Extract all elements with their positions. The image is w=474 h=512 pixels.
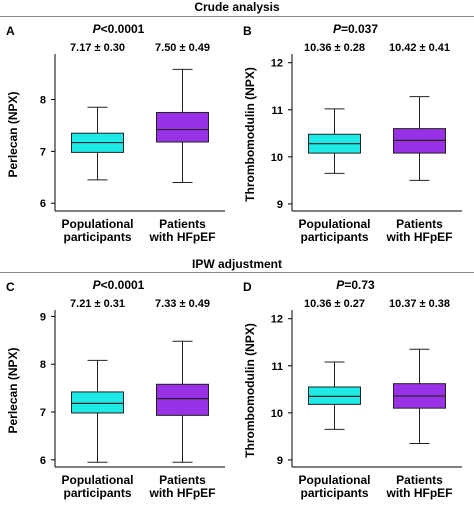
iqr-box <box>308 386 361 405</box>
iqr-box <box>71 391 124 414</box>
y-tick-label: 7 <box>40 146 46 158</box>
panel-label: A <box>6 24 15 38</box>
iqr-box <box>156 383 209 416</box>
y-tick-label: 9 <box>277 455 283 467</box>
box-populational <box>308 108 361 174</box>
panel-label: B <box>243 24 252 38</box>
iqr-box <box>156 111 209 143</box>
category-label-line: participants <box>300 230 368 244</box>
section-divider-ipw <box>0 272 474 273</box>
category-label-line: with HFpEF <box>386 230 453 244</box>
mean-sd-label: 7.50 ± 0.49 <box>155 42 210 54</box>
p-symbol: P <box>336 278 345 292</box>
p-symbol: P <box>92 278 101 292</box>
y-tick-label: 8 <box>40 359 46 371</box>
category-label: Patients with HFpEF <box>386 217 453 244</box>
y-tick-label: 8 <box>40 94 46 106</box>
panel-d: 9 10 11 12 Thrombomodulin (NPX) 10.36 ± 0.27 P… <box>237 274 474 509</box>
category-label-line: participants <box>63 230 131 244</box>
p-symbol: P <box>332 22 341 36</box>
box-populational <box>71 106 124 181</box>
category-label-line: with HFpEF <box>149 230 216 244</box>
box-hfpef <box>156 340 209 463</box>
box-hfpef <box>393 96 446 181</box>
y-tick-label: 10 <box>271 152 283 164</box>
category-label-line: with HFpEF <box>149 486 216 500</box>
mean-sd-label: 7.17 ± 0.30 <box>70 42 125 54</box>
category-label-line: Populational <box>62 473 134 487</box>
p-value-text: P=0.037 <box>237 22 474 36</box>
box-plot: 6 7 8 Perlecan (NPX) 7.17 ± 0.30 Populational… <box>6 42 225 244</box>
p-value: =0.037 <box>340 22 379 36</box>
category-label-line: Populational <box>62 217 134 231</box>
y-tick-label: 12 <box>271 314 283 326</box>
category-label-line: with HFpEF <box>386 486 453 500</box>
category-label-line: Populational <box>299 217 371 231</box>
mean-sd-label: 10.37 ± 0.38 <box>389 298 450 310</box>
y-tick-label: 9 <box>277 199 283 211</box>
y-axis-label: Thrombomodulin (NPX) <box>243 323 257 458</box>
y-tick-label: 6 <box>40 198 46 210</box>
p-value-text: P<0.0001 <box>0 278 237 292</box>
box-plot: 6 7 8 9 Perlecan (NPX) 7.21 ± 0.31 Populationa… <box>6 298 225 500</box>
box-populational <box>308 361 361 430</box>
p-value-text: P<0.0001 <box>0 22 237 36</box>
category-label: Patients with HFpEF <box>149 217 216 244</box>
category-label-line: participants <box>300 486 368 500</box>
category-label: Patients with HFpEF <box>386 473 453 500</box>
mean-sd-label: 10.36 ± 0.28 <box>304 42 365 54</box>
category-label: Populational participants <box>299 217 371 244</box>
category-label: Populational participants <box>299 473 371 500</box>
y-tick-label: 11 <box>271 361 283 373</box>
mean-sd-label: 10.36 ± 0.27 <box>304 298 365 310</box>
box-hfpef <box>156 68 209 183</box>
p-symbol: P <box>92 22 101 36</box>
category-label: Patients with HFpEF <box>149 473 216 500</box>
y-axis-label: Perlecan (NPX) <box>6 91 20 177</box>
y-tick-label: 9 <box>40 311 46 323</box>
panel-c: 6 7 8 9 Perlecan (NPX) 7.21 ± 0.31 Populationa… <box>0 274 237 509</box>
box-populational <box>71 359 124 463</box>
category-label-line: Patients <box>159 473 206 487</box>
category-label-line: Patients <box>396 217 443 231</box>
section-title-crude: Crude analysis <box>194 0 280 14</box>
box-plot: 9 10 11 12 Thrombomodulin (NPX) 10.36 ± 0.28 P… <box>243 42 462 244</box>
category-label: Populational participants <box>62 217 134 244</box>
category-label-line: Patients <box>396 473 443 487</box>
category-label-line: participants <box>63 486 131 500</box>
box-plot: 9 10 11 12 Thrombomodulin (NPX) 10.36 ± 0.27 P… <box>243 298 462 500</box>
y-axis-label: Perlecan (NPX) <box>6 347 20 433</box>
category-label-line: Populational <box>299 473 371 487</box>
y-tick-label: 10 <box>271 408 283 420</box>
p-value: <0.0001 <box>100 278 145 292</box>
section-title-ipw: IPW adjustment <box>191 257 282 271</box>
y-axis-label: Thrombomodulin (NPX) <box>243 67 257 202</box>
panel-a: 6 7 8 Perlecan (NPX) 7.17 ± 0.30 Populational… <box>0 18 237 253</box>
panel-label: C <box>6 280 15 294</box>
category-label-line: Patients <box>159 217 206 231</box>
p-value: <0.0001 <box>100 22 145 36</box>
panel-label: D <box>243 280 252 294</box>
y-tick-label: 12 <box>271 58 283 70</box>
p-value-text: P=0.73 <box>237 278 474 292</box>
mean-sd-label: 10.42 ± 0.41 <box>389 42 450 54</box>
box-hfpef <box>393 348 446 444</box>
p-value: =0.73 <box>344 278 375 292</box>
mean-sd-label: 7.21 ± 0.31 <box>70 298 125 310</box>
category-label: Populational participants <box>62 473 134 500</box>
mean-sd-label: 7.33 ± 0.49 <box>155 298 210 310</box>
panel-b: 9 10 11 12 Thrombomodulin (NPX) 10.36 ± 0.28 P… <box>237 18 474 253</box>
y-tick-label: 6 <box>40 455 46 467</box>
section-divider-crude <box>0 16 474 17</box>
y-tick-label: 7 <box>40 407 46 419</box>
y-tick-label: 11 <box>271 105 283 117</box>
